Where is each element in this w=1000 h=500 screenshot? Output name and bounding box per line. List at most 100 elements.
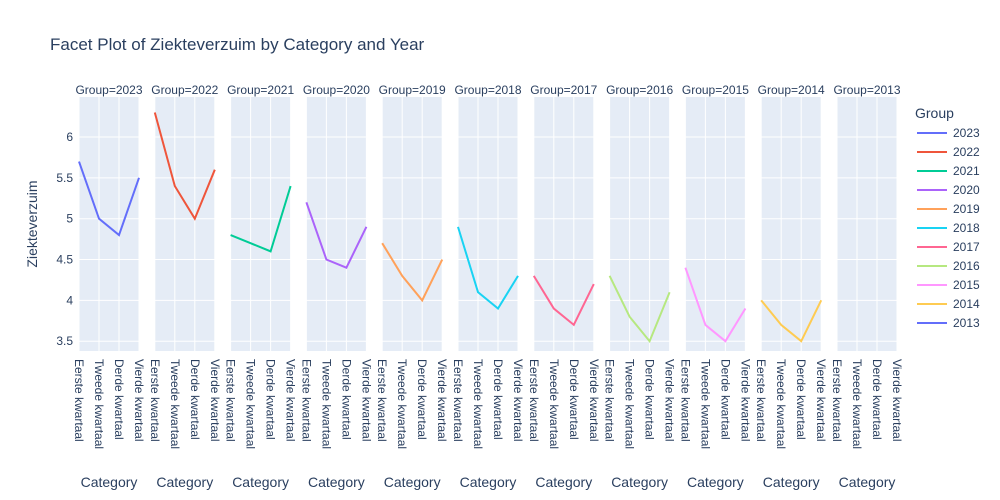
series-line [305,202,368,269]
x-tick-label: Derde kwartaal [491,359,505,440]
y-tick-label: 3.5 [56,334,73,348]
x-axis-label: Category [535,474,592,490]
facet-background [230,97,291,351]
x-tick-label: Derde kwartaal [264,359,278,440]
legend-label: 2021 [953,164,980,178]
facet-background [306,97,367,351]
facet-background [533,97,594,351]
facet-background [382,97,443,351]
x-tick-label: Vierde kwartaal [435,359,449,442]
x-tick-label: Eerste kwartaal [451,359,465,442]
x-axis-label: Category [839,474,896,490]
x-tick-label: Derde kwartaal [188,359,202,440]
y-tick-label: 5.5 [56,171,73,185]
y-tick-label: 4 [66,293,73,307]
x-axis-label: Category [763,474,820,490]
x-tick-label: Tweede kwartaal [471,359,485,449]
facet-label: Group=2014 [758,83,825,97]
y-tick-label: 5 [66,212,73,226]
series-line [153,112,216,221]
legend-label: 2017 [953,240,980,254]
x-axis-label: Category [308,474,365,490]
facet-background [685,97,746,351]
facet-background [79,97,139,351]
x-tick-label: Derde kwartaal [339,359,353,440]
x-axis-label: Category [232,474,289,490]
facet-label: Group=2018 [454,83,521,97]
legend-label: 2020 [953,183,980,197]
x-tick-label: Derde kwartaal [794,359,808,440]
x-tick-label: Tweede kwartaal [244,359,258,449]
facet-label: Group=2019 [379,83,446,97]
facet-label: Group=2016 [606,83,673,97]
facet-label: Group=2017 [530,83,597,97]
facet-label: Group=2022 [151,83,218,97]
x-tick-label: Eerste kwartaal [72,359,86,442]
facet-label: Group=2023 [75,83,142,97]
facet-background [761,97,822,351]
x-tick-label: Vierde kwartaal [890,359,904,442]
x-tick-label: Derde kwartaal [718,359,732,440]
x-tick-label: Tweede kwartaal [547,359,561,449]
series-line [381,242,444,303]
facet-label: Group=2020 [303,83,370,97]
legend-label: 2018 [953,221,980,235]
x-tick-label: Tweede kwartaal [623,359,637,449]
x-tick-label: Tweede kwartaal [319,359,333,449]
x-tick-label: Tweede kwartaal [698,359,712,449]
legend-label: 2013 [953,316,980,330]
facet-label: Group=2013 [833,83,900,97]
legend-label: 2014 [953,297,980,311]
x-tick-label: Tweede kwartaal [92,359,106,449]
x-tick-label: Tweede kwartaal [395,359,409,449]
x-tick-label: Vierde kwartaal [132,359,146,442]
x-tick-label: Vierde kwartaal [738,359,752,442]
legend-label: 2022 [953,145,980,159]
series-line [684,267,747,343]
x-tick-label: Derde kwartaal [112,359,126,440]
series-line [608,275,671,344]
x-tick-label: Eerste kwartaal [224,359,238,442]
legend-label: 2015 [953,278,980,292]
legend-label: 2019 [953,202,980,216]
series-line [532,275,595,327]
x-tick-label: Eerste kwartaal [754,359,768,442]
x-tick-label: Vierde kwartaal [663,359,677,442]
series-line [760,299,823,343]
x-tick-label: Vierde kwartaal [284,359,298,442]
x-tick-label: Tweede kwartaal [850,359,864,449]
facet-label: Group=2015 [682,83,749,97]
x-tick-label: Derde kwartaal [567,359,581,440]
x-tick-label: Eerste kwartaal [527,359,541,442]
x-tick-label: Vierde kwartaal [814,359,828,442]
facet-background [837,97,897,351]
series-line [78,161,140,237]
facet-label: Group=2021 [227,83,294,97]
x-tick-label: Vierde kwartaal [359,359,373,442]
x-tick-label: Eerste kwartaal [375,359,389,442]
x-tick-label: Tweede kwartaal [168,359,182,449]
x-tick-label: Derde kwartaal [415,359,429,440]
x-tick-label: Vierde kwartaal [587,359,601,442]
x-axis-label: Category [687,474,744,490]
x-axis-label: Category [611,474,668,490]
x-tick-label: Eerste kwartaal [299,359,313,442]
chart-title: Facet Plot of Ziekteverzuim by Category … [50,35,425,54]
legend-label: 2016 [953,259,980,273]
x-tick-label: Eerste kwartaal [830,359,844,442]
x-tick-label: Eerste kwartaal [603,359,617,442]
series-line [457,226,519,311]
y-tick-label: 4.5 [56,253,73,267]
x-tick-label: Derde kwartaal [643,359,657,440]
x-tick-label: Vierde kwartaal [208,359,222,442]
facet-background [609,97,670,351]
x-axis-label: Category [460,474,517,490]
x-tick-label: Vierde kwartaal [511,359,525,442]
facet-background [458,97,518,351]
y-axis-label: Ziekteverzuim [24,180,40,267]
x-tick-label: Eerste kwartaal [678,359,692,442]
y-tick-label: 6 [66,130,73,144]
legend-title: Group [915,105,954,121]
x-axis-label: Category [384,474,441,490]
